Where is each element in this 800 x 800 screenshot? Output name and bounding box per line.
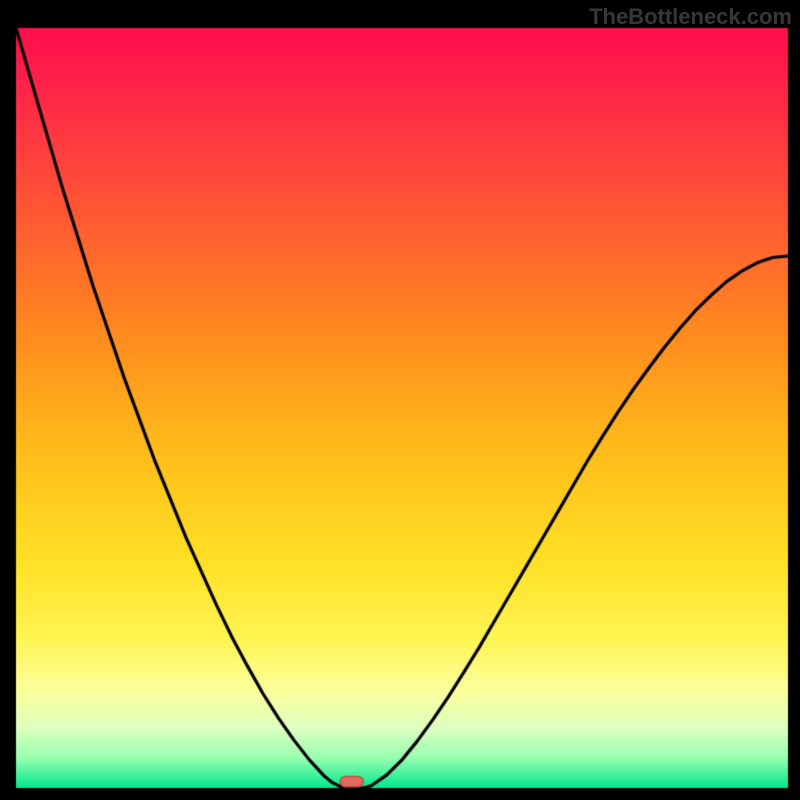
bottleneck-heatmap-chart [0,0,800,800]
chart-container: TheBottleneck.com [0,0,800,800]
